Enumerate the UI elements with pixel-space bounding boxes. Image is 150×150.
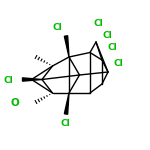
- Text: Cl: Cl: [94, 20, 104, 28]
- Polygon shape: [64, 93, 69, 114]
- Text: Cl: Cl: [60, 119, 70, 128]
- Text: Cl: Cl: [3, 76, 13, 85]
- Polygon shape: [64, 36, 69, 57]
- Text: Cl: Cl: [102, 32, 112, 40]
- Text: O: O: [11, 99, 19, 108]
- Text: Cl: Cl: [114, 58, 124, 68]
- Text: Cl: Cl: [53, 23, 63, 32]
- Text: Cl: Cl: [108, 44, 118, 52]
- Polygon shape: [22, 78, 42, 81]
